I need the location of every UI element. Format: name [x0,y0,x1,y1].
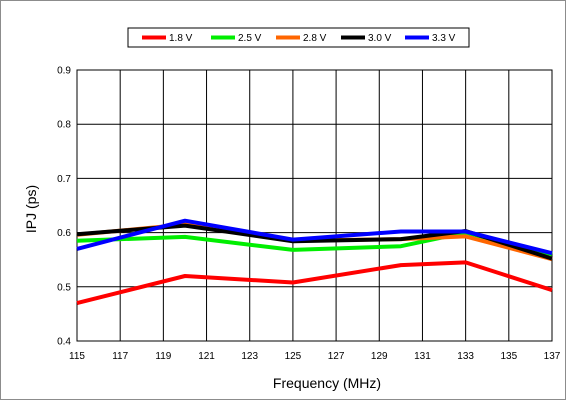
x-tick-label: 127 [328,351,345,362]
plot-area [76,69,553,342]
x-tick-label: 133 [457,351,474,362]
x-tick-labels: 115 117 119 121 123 125 127 129 131 133 135 137 [69,351,561,362]
x-tick-label: 131 [414,351,431,362]
x-tick-label: 137 [544,351,561,362]
x-tick-label: 129 [371,351,388,362]
y-tick-label: 0.6 [57,228,71,239]
plot-border [76,69,553,342]
y-tick-labels: 0.4 0.5 0.6 0.7 0.8 0.9 [57,66,71,348]
legend-label: 3.0 V [368,33,392,44]
y-tick-label: 0.4 [57,337,71,348]
y-tick-label: 0.9 [57,66,71,77]
x-tick-label: 121 [198,351,215,362]
x-tick-label: 135 [500,351,517,362]
x-axis-title: Frequency (MHz) [273,375,381,391]
x-tick-label: 123 [241,351,258,362]
legend-label: 1.8 V [169,33,193,44]
x-tick-label: 125 [285,351,302,362]
y-tick-label: 0.8 [57,120,71,131]
x-tick-label: 117 [112,351,128,362]
legend-label: 3.3 V [432,33,456,44]
series-line-1-8-V [76,260,553,306]
x-tick-label: 115 [69,351,85,362]
gridlines [76,69,553,342]
legend-label: 2.8 V [303,33,327,44]
y-axis-title: IPJ (ps) [23,185,39,233]
x-tick-label: 119 [155,351,171,362]
y-tick-label: 0.5 [57,282,71,293]
legend: 1.8 V 2.5 V 2.8 V 3.0 V 3.3 V [127,27,470,48]
series-lines [76,218,553,306]
y-tick-label: 0.7 [57,174,71,185]
legend-label: 2.5 V [238,33,262,44]
series-line-3-3-V [76,218,553,256]
